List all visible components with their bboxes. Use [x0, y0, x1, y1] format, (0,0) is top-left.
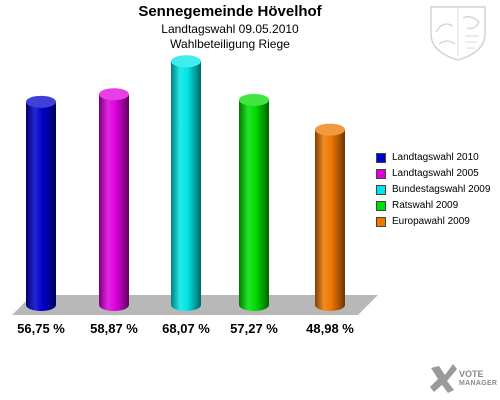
bar-5 [315, 123, 345, 311]
legend-swatch [376, 152, 386, 163]
legend-item-1: Landtagswahl 2010 [376, 150, 490, 165]
bar-top-1 [26, 95, 56, 108]
value-label-4: 57,27 % [230, 321, 278, 336]
bar-body-1 [26, 101, 56, 312]
legend: Landtagswahl 2010 Landtagswahl 2005 Bundes… [376, 150, 490, 230]
chart-title: Sennegemeinde Hövelhof [138, 3, 322, 20]
bar-2 [99, 88, 129, 312]
legend-swatch [376, 168, 386, 179]
bar-body-2 [99, 94, 129, 312]
bar-4 [239, 93, 269, 312]
value-label-5: 48,98 % [306, 321, 354, 336]
bar-body-4 [239, 99, 269, 312]
bar-body-3 [171, 61, 201, 311]
bar-top-4 [239, 93, 269, 106]
legend-item-3: Bundestagswahl 2009 [376, 182, 490, 197]
brand-text: VOTE MANAGER [459, 370, 497, 388]
coat-of-arms-icon [430, 6, 486, 61]
legend-label: Ratswahl 2009 [392, 200, 459, 211]
value-label-3: 68,07 % [162, 321, 210, 336]
brand-line-1: VOTE [459, 369, 484, 379]
chart-subtitle: Landtagswahl 09.05.2010 [161, 22, 299, 36]
brand-line-2: MANAGER [459, 380, 498, 387]
legend-label: Bundestagswahl 2009 [392, 184, 491, 195]
chart-subtitle-2: Wahlbeteiligung Riege [170, 37, 290, 51]
bar-top-2 [99, 88, 129, 101]
value-label-2: 58,87 % [90, 321, 138, 336]
legend-swatch [376, 216, 386, 227]
vote-manager-logo-icon [430, 364, 457, 393]
bar-1 [26, 95, 56, 312]
bar-body-5 [315, 129, 345, 311]
legend-item-4: Ratswahl 2009 [376, 198, 490, 213]
bar-3 [171, 55, 201, 311]
bar-top-5 [315, 123, 345, 136]
legend-swatch [376, 184, 386, 195]
value-label-1: 56,75 % [17, 321, 65, 336]
legend-swatch [376, 200, 386, 211]
legend-label: Europawahl 2009 [392, 216, 470, 227]
legend-label: Landtagswahl 2005 [392, 168, 479, 179]
legend-item-5: Europawahl 2009 [376, 214, 490, 229]
legend-label: Landtagswahl 2010 [392, 152, 479, 163]
bar-top-3 [171, 55, 201, 68]
legend-item-2: Landtagswahl 2005 [376, 166, 490, 181]
